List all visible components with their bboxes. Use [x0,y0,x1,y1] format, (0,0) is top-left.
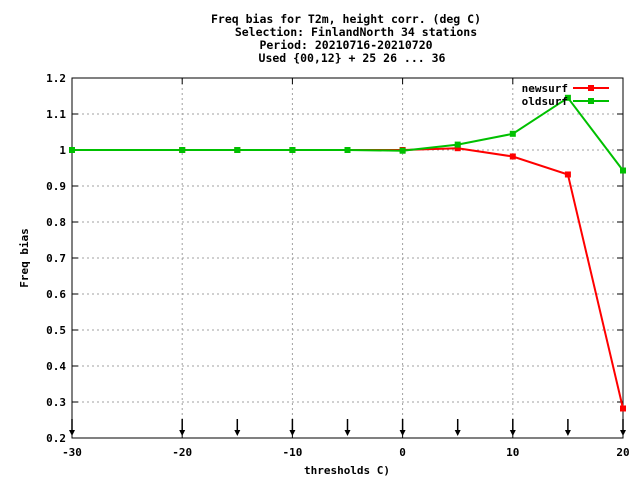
title-line-4: Used {00,12} + 25 26 ... 36 [259,51,446,65]
data-point-oldsurf [179,147,186,153]
data-point-oldsurf [399,147,406,154]
title-line-2: Selection: FinlandNorth 34 stations [235,25,477,39]
y-tick-label: 0.5 [46,324,66,337]
data-point-oldsurf [234,147,241,153]
y-tick-label: 0.6 [46,288,66,301]
y-tick-label: 0.3 [46,396,66,409]
legend-label: oldsurf [522,95,568,108]
data-point-oldsurf [454,141,461,148]
data-point-oldsurf [344,147,351,153]
data-point-newsurf [509,153,516,160]
x-tick-label: -30 [62,446,82,459]
threshold-arrow-head [289,430,296,436]
x-tick-label: -10 [282,446,302,459]
threshold-arrow-head [344,430,351,436]
threshold-arrow-head [620,430,626,436]
data-point-newsurf [620,405,626,412]
x-tick-label: 20 [616,446,629,459]
series-line-oldsurf [72,96,624,172]
data-point-newsurf [564,171,571,178]
series-line-newsurf [72,147,624,409]
threshold-arrow-head [509,430,516,436]
threshold-arrow-head [564,430,571,436]
data-point-newsurf [454,145,461,152]
y-tick-label: 0.7 [46,252,66,265]
y-tick-label: 1.2 [46,72,66,85]
data-point-oldsurf [509,130,516,137]
legend-label: newsurf [522,82,568,95]
y-tick-label: 0.9 [46,180,66,193]
title-line-3: Period: 20210716-20210720 [259,38,432,52]
series [69,94,626,412]
legend-marker-newsurf [588,85,594,91]
x-tick-label: -20 [172,446,192,459]
grid [72,78,623,438]
legend-marker-oldsurf [588,98,594,104]
y-tick-label: 1.1 [46,108,66,121]
data-point-oldsurf [289,147,296,153]
threshold-arrow-head [234,430,241,436]
data-point-oldsurf [620,167,626,174]
data-point-oldsurf [564,94,571,101]
y-tick-label: 0.4 [46,360,66,373]
chart-title: Freq bias for T2m, height corr. (deg C) … [211,12,481,65]
data-point-oldsurf [69,147,75,153]
threshold-arrow-head [399,430,406,436]
x-tick-label: 10 [506,446,519,459]
y-tick-label: 0.2 [46,432,66,445]
y-tick-label: 1 [59,144,66,157]
x-axis-label: thresholds C) [304,464,390,477]
axis-ticks: 0.2 0.3 0.4 0.5 0.6 0.7 0.8 0.9 1 1.1 1.2 -30 -20 -10… [46,72,630,459]
threshold-arrow-head [69,430,75,436]
title-line-1: Freq bias for T2m, height corr. (deg C) [211,12,481,26]
threshold-arrow-head [179,430,186,436]
threshold-markers [69,419,626,436]
y-axis-label: Freq bias [18,228,31,288]
x-tick-label: 0 [399,446,406,459]
threshold-arrow-head [454,430,461,436]
y-tick-label: 0.8 [46,216,66,229]
